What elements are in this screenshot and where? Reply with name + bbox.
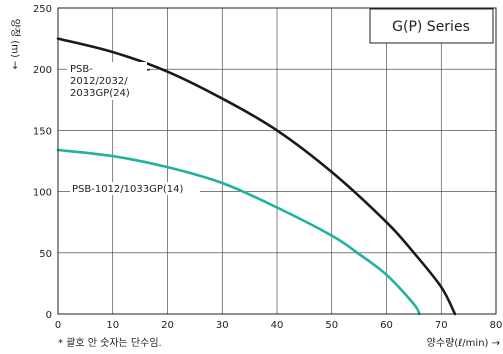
y-tick-label: 0 <box>46 310 52 321</box>
series-label-bg <box>67 62 147 100</box>
chart-title: G(P) Series <box>392 19 470 35</box>
series-line-psb-2012 <box>56 37 457 316</box>
x-tick-label: 40 <box>271 320 284 331</box>
series-line-psb-1012 <box>56 148 421 316</box>
series-label-psb-2012: PSB- 2012/2032/ 2033GP(24) <box>67 62 150 100</box>
y-tick-label: 150 <box>33 126 52 137</box>
series-label-line-1: PSB- <box>70 64 93 75</box>
x-tick-label: 20 <box>161 320 174 331</box>
series-label-bg <box>70 182 200 195</box>
x-tick-label: 50 <box>325 320 338 331</box>
grid <box>57 7 497 315</box>
series-label-line-1: PSB-1012/1033GP(14) <box>72 184 184 195</box>
x-tick-label: 0 <box>55 320 61 331</box>
series-label-line-3: 2033GP(24) <box>70 88 130 99</box>
axes <box>57 7 497 315</box>
y-tick-label: 200 <box>33 65 52 76</box>
plot-frame <box>57 7 497 315</box>
x-axis-label: 양수량(ℓ/min) → <box>427 337 500 349</box>
series-label-psb-1012: PSB-1012/1033GP(14) <box>70 182 200 195</box>
curves <box>56 37 457 316</box>
x-tick-label: 60 <box>380 320 393 331</box>
x-tick-label: 10 <box>106 320 119 331</box>
title-box <box>369 8 494 44</box>
y-tick-label: 100 <box>33 188 52 199</box>
x-tick-label: 70 <box>435 320 448 331</box>
tick-labels: 0 10 20 30 40 50 60 70 80 0 50 100 150 200 250 <box>33 4 502 331</box>
y-tick-label: 250 <box>33 4 52 15</box>
footnote: * 괄호 안 숫자는 단수임. <box>58 336 162 349</box>
series-label-line-2: 2012/2032/ <box>70 76 128 87</box>
y-tick-label: 50 <box>39 249 52 260</box>
y-axis-label: 양정 (m) → <box>9 19 21 70</box>
x-tick-label: 30 <box>216 320 229 331</box>
x-tick-label: 80 <box>490 320 503 331</box>
